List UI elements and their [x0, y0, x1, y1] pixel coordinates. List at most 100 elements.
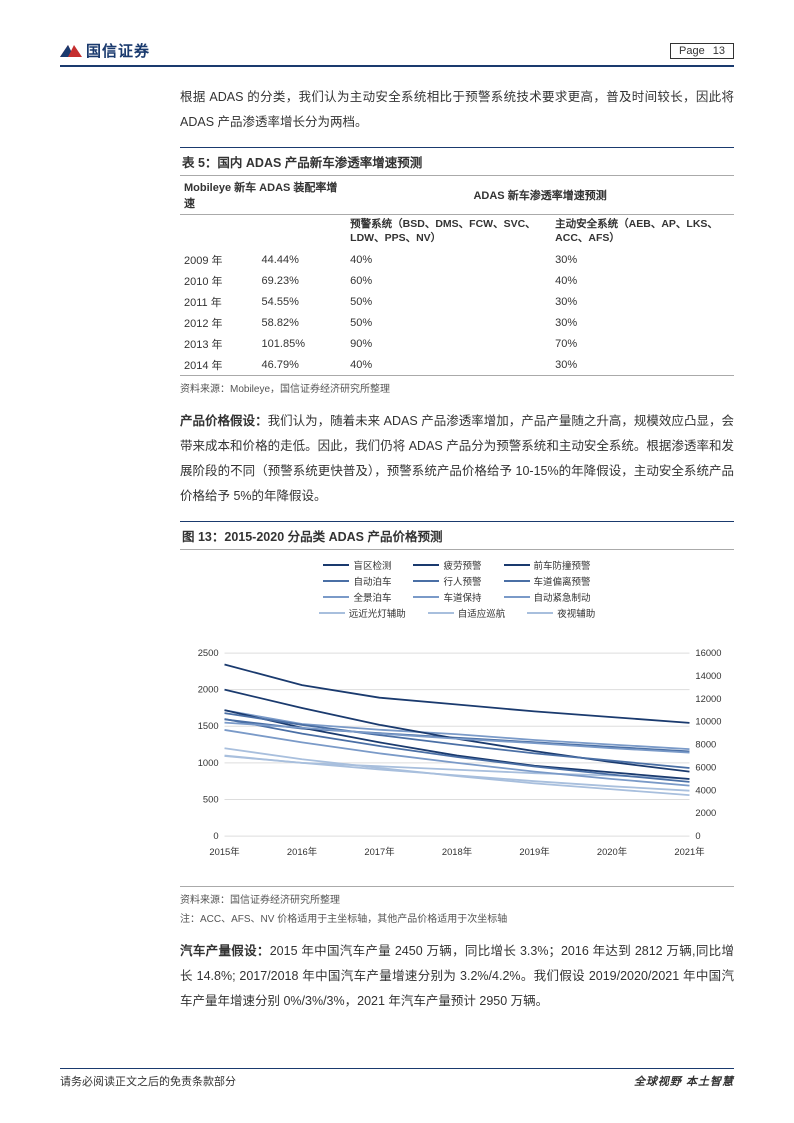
legend-label: 自动泊车	[353, 574, 391, 588]
svg-text:2015年: 2015年	[209, 846, 239, 857]
legend-swatch	[504, 596, 530, 598]
svg-text:16000: 16000	[695, 647, 721, 658]
legend-item: 全景泊车	[323, 590, 391, 604]
legend-item: 自适应巡航	[428, 606, 506, 620]
paragraph-intro: 根据 ADAS 的分类，我们认为主动安全系统相比于预警系统技术要求更高，普及时间…	[180, 85, 734, 135]
table-cell: 90%	[346, 333, 551, 354]
paragraph-output: 汽车产量假设：2015 年中国汽车产量 2450 万辆，同比增长 3.3%；20…	[180, 939, 734, 1014]
legend-label: 盲区检测	[353, 558, 391, 572]
legend-label: 自动紧急制动	[534, 590, 591, 604]
table-cell: 60%	[346, 270, 551, 291]
fig13-caption: 图 13：2015-2020 分品类 ADAS 产品价格预测	[180, 521, 734, 550]
table-cell: 2009 年	[180, 249, 258, 270]
legend-row: 自动泊车 行人预警 车道偏离预警	[180, 574, 734, 588]
table-cell: 30%	[551, 291, 734, 312]
svg-text:6000: 6000	[695, 762, 716, 773]
legend-swatch	[323, 580, 349, 582]
table-row: 2014 年46.79%40%30%	[180, 354, 734, 376]
logo: 国信证券	[60, 40, 150, 61]
table-row: 2009 年44.44%40%30%	[180, 249, 734, 270]
legend-row: 远近光灯辅助 自适应巡航 夜视辅助	[180, 606, 734, 620]
svg-text:14000: 14000	[695, 670, 721, 681]
legend-item: 夜视辅助	[527, 606, 595, 620]
svg-text:0: 0	[213, 830, 218, 841]
legend-label: 全景泊车	[353, 590, 391, 604]
table-cell: 40%	[346, 354, 551, 376]
paragraph-price: 产品价格假设：我们认为，随着未来 ADAS 产品渗透率增加，产品产量随之升高，规…	[180, 409, 734, 509]
legend-item: 车道保持	[413, 590, 481, 604]
table5-source: 资料来源：Mobileye，国信证券经济研究所整理	[180, 380, 734, 395]
table-cell: 30%	[551, 354, 734, 376]
legend-row: 全景泊车 车道保持 自动紧急制动	[180, 590, 734, 604]
table5-subcol-warn: 预警系统（BSD、DMS、FCW、SVC、LDW、PPS、NV）	[346, 215, 551, 250]
svg-text:2500: 2500	[198, 647, 219, 658]
page-number: Page 13	[670, 43, 734, 59]
svg-text:2021年: 2021年	[674, 846, 704, 857]
svg-text:0: 0	[695, 830, 700, 841]
table-cell: 50%	[346, 312, 551, 333]
table-row: 2011 年54.55%50%30%	[180, 291, 734, 312]
table-cell: 58.82%	[258, 312, 347, 333]
logo-icon	[60, 43, 82, 59]
legend-swatch	[413, 596, 439, 598]
table-cell: 46.79%	[258, 354, 347, 376]
svg-text:1000: 1000	[198, 757, 219, 768]
legend-item: 远近光灯辅助	[319, 606, 406, 620]
page-footer: 请务必阅读正文之后的免责条款部分 全球视野 本土智慧	[60, 1068, 734, 1089]
table-cell: 30%	[551, 249, 734, 270]
table-cell: 40%	[346, 249, 551, 270]
svg-text:2000: 2000	[198, 684, 219, 695]
table-cell: 2014 年	[180, 354, 258, 376]
svg-text:2016年: 2016年	[287, 846, 317, 857]
svg-text:10000: 10000	[695, 716, 721, 727]
table5: Mobileye 新车 ADAS 装配率增速 ADAS 新车渗透率增速预测 预警…	[180, 176, 734, 376]
legend-label: 前车防撞预警	[534, 558, 591, 572]
legend-label: 行人预警	[443, 574, 481, 588]
svg-text:2020年: 2020年	[597, 846, 627, 857]
legend-item: 盲区检测	[323, 558, 391, 572]
legend-label: 夜视辅助	[557, 606, 595, 620]
legend-swatch	[504, 564, 530, 566]
main-content: 根据 ADAS 的分类，我们认为主动安全系统相比于预警系统技术要求更高，普及时间…	[180, 85, 734, 1014]
logo-text: 国信证券	[86, 40, 150, 61]
table-cell: 2010 年	[180, 270, 258, 291]
legend-swatch	[527, 612, 553, 614]
svg-text:2019年: 2019年	[519, 846, 549, 857]
legend-label: 自适应巡航	[458, 606, 506, 620]
legend-item: 自动紧急制动	[504, 590, 591, 604]
legend-row: 盲区检测 疲劳预警 前车防撞预警	[180, 558, 734, 572]
page-header: 国信证券 Page 13	[60, 40, 734, 67]
table5-subcol-active: 主动安全系统（AEB、AP、LKS、ACC、AFS）	[551, 215, 734, 250]
legend-swatch	[323, 564, 349, 566]
svg-text:1500: 1500	[198, 721, 219, 732]
legend-item: 自动泊车	[323, 574, 391, 588]
legend-swatch	[413, 564, 439, 566]
table-cell: 30%	[551, 312, 734, 333]
footer-slogan: 全球视野 本土智慧	[634, 1073, 734, 1089]
legend-item: 车道偏离预警	[504, 574, 591, 588]
para2-label: 产品价格假设：	[180, 414, 268, 428]
legend-swatch	[428, 612, 454, 614]
fig13-note: 注：ACC、AFS、NV 价格适用于主坐标轴，其他产品价格适用于次坐标轴	[180, 910, 734, 925]
legend-swatch	[504, 580, 530, 582]
footer-disclaimer: 请务必阅读正文之后的免责条款部分	[60, 1073, 236, 1089]
legend-label: 疲劳预警	[443, 558, 481, 572]
table5-caption: 表 5：国内 ADAS 产品新车渗透率增速预测	[180, 147, 734, 176]
table-cell: 40%	[551, 270, 734, 291]
table-row: 2012 年58.82%50%30%	[180, 312, 734, 333]
table-cell: 69.23%	[258, 270, 347, 291]
legend-item: 行人预警	[413, 574, 481, 588]
svg-text:500: 500	[203, 794, 219, 805]
table-cell: 44.44%	[258, 249, 347, 270]
svg-text:2017年: 2017年	[364, 846, 394, 857]
chart-legend: 盲区检测 疲劳预警 前车防撞预警自动泊车 行人预警 车道偏离预警全景泊车 车道保持 自动紧急…	[180, 558, 734, 620]
fig13-source: 资料来源：国信证券经济研究所整理	[180, 891, 734, 906]
legend-swatch	[319, 612, 345, 614]
svg-text:4000: 4000	[695, 785, 716, 796]
table-cell: 70%	[551, 333, 734, 354]
table-cell: 2011 年	[180, 291, 258, 312]
svg-text:12000: 12000	[695, 693, 721, 704]
table-row: 2010 年69.23%60%40%	[180, 270, 734, 291]
fig13-chart: 盲区检测 疲劳预警 前车防撞预警自动泊车 行人预警 车道偏离预警全景泊车 车道保持 自动紧急…	[180, 550, 734, 887]
svg-text:8000: 8000	[695, 739, 716, 750]
